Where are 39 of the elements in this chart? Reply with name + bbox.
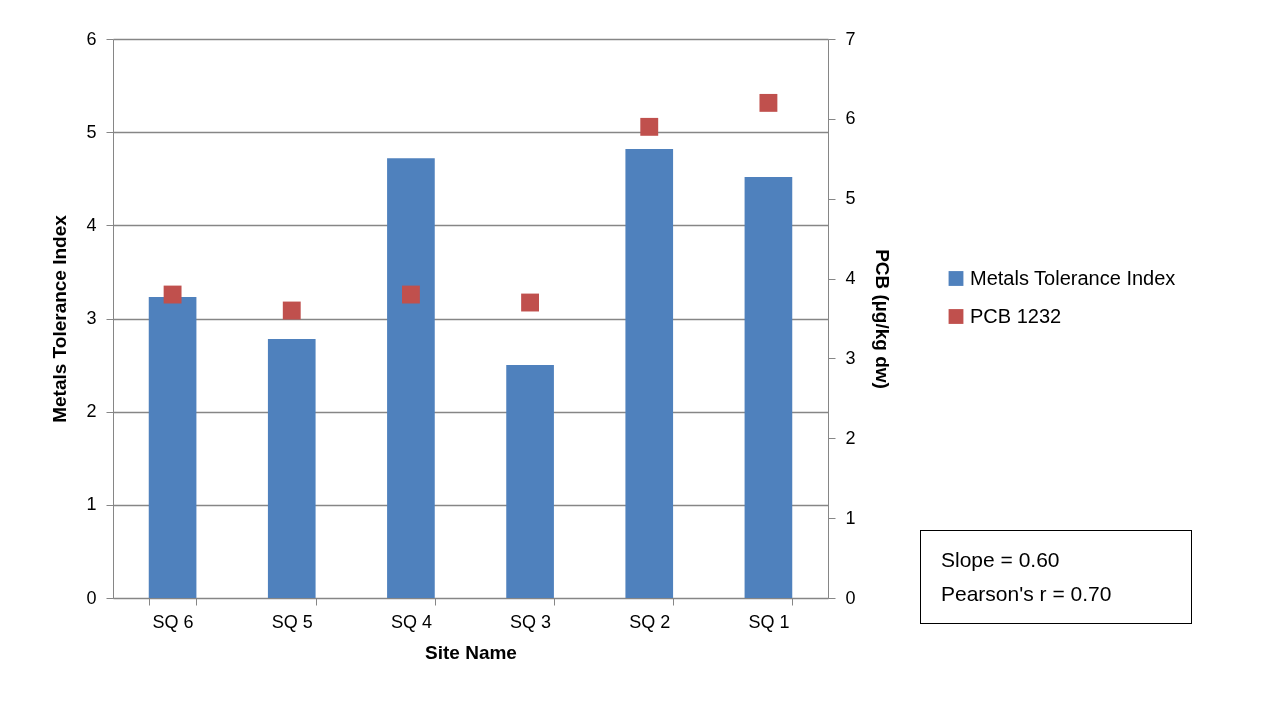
x-tick-label: SQ 5: [271, 611, 313, 632]
bar: [148, 297, 197, 598]
x-tick-label: SQ 1: [748, 611, 790, 632]
y2-tick-label: 4: [845, 268, 856, 289]
y2-tick-label: 1: [845, 507, 856, 528]
y2-tick-label: 3: [845, 347, 856, 368]
bar: [625, 148, 674, 598]
bar: [744, 176, 793, 598]
y-tick-label: 5: [86, 121, 97, 142]
point: [640, 117, 659, 136]
bar: [387, 158, 435, 598]
bar: [506, 365, 554, 598]
note-box: Slope = 0.60 Pearson's r = 0.70: [920, 530, 1192, 624]
x-axis-title: Site Name: [425, 641, 517, 663]
point: [163, 285, 182, 304]
y2-tick-label: 6: [845, 108, 856, 129]
y-tick-label: 0: [86, 587, 97, 608]
y-tick-label: 6: [86, 28, 97, 49]
y-tick-label: 2: [86, 401, 97, 422]
y2-tick-label: 5: [845, 188, 856, 209]
y2-axis-title: PCB (µg/kg dw): [871, 249, 893, 389]
y2-tick-label: 2: [845, 427, 856, 448]
point: [282, 301, 301, 320]
point: [401, 285, 420, 304]
x-tick-label: SQ 6: [152, 611, 194, 632]
x-tick-label: SQ 3: [510, 611, 552, 632]
y2-tick-label: 7: [845, 28, 856, 49]
y-tick-label: 4: [86, 214, 97, 235]
point: [521, 293, 540, 312]
y-tick-label: 1: [86, 494, 97, 515]
point: [759, 93, 778, 112]
y2-tick-label: 0: [845, 587, 856, 608]
legend-label: Metals Tolerance Index: [970, 266, 1176, 289]
y-tick-label: 3: [86, 308, 97, 328]
legend-label: PCB 1232: [970, 304, 1062, 327]
x-tick-label: SQ 4: [390, 611, 432, 632]
bar: [267, 339, 316, 598]
x-tick-label: SQ 2: [629, 611, 671, 632]
y-axis-title: Metals Tolerance Index: [49, 214, 71, 423]
